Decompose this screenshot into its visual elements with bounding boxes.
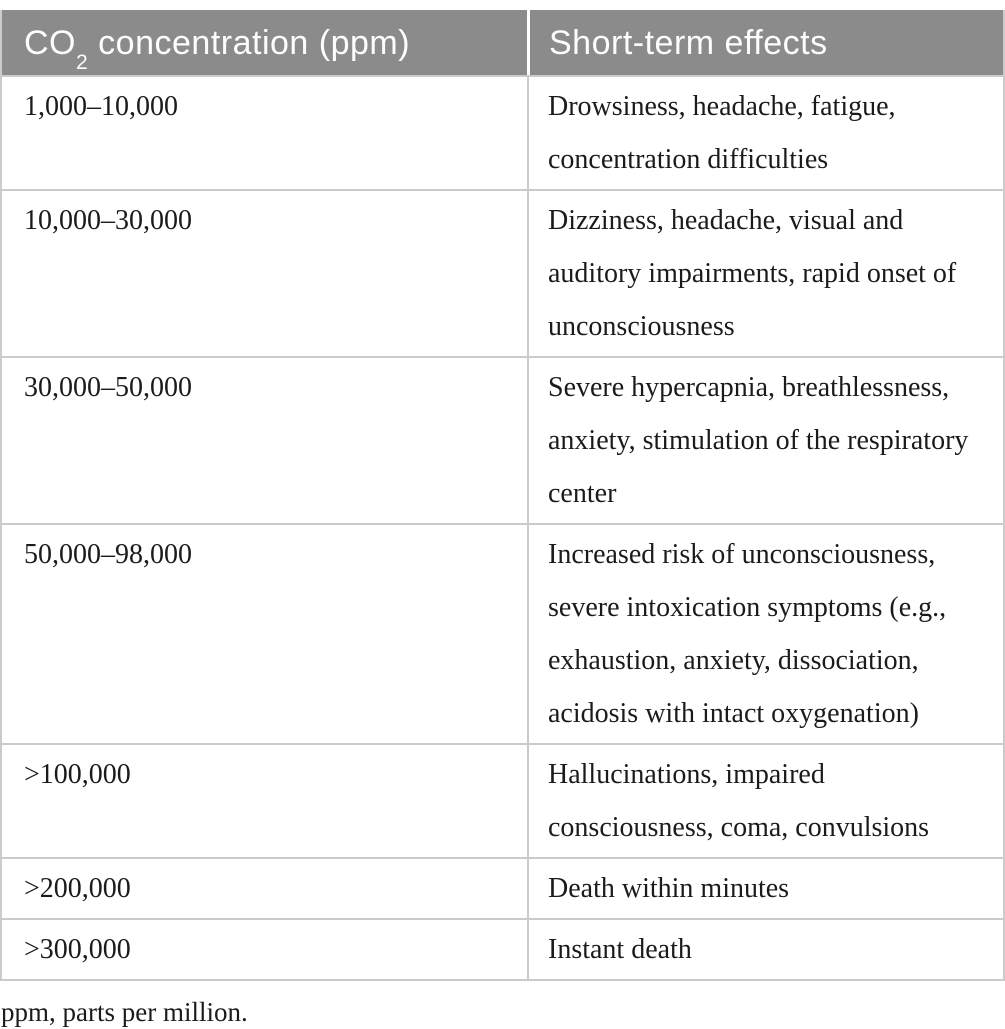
effects-cell: Hallucinations, impaired consciousness, … xyxy=(527,745,1003,857)
header-cell-effects: Short-term effects xyxy=(527,10,1003,75)
co2-subscript: 2 xyxy=(76,51,89,75)
table-row: 30,000–50,000 Severe hypercapnia, breath… xyxy=(2,356,1003,523)
concentration-cell: 50,000–98,000 xyxy=(24,539,192,570)
concentration-cell: >300,000 xyxy=(24,934,131,965)
table-row: >200,000 Death within minutes xyxy=(2,857,1003,918)
table-row: 10,000–30,000 Dizziness, headache, visua… xyxy=(2,189,1003,356)
header-effects-label: Short-term effects xyxy=(549,23,828,62)
concentration-cell: 10,000–30,000 xyxy=(24,205,192,236)
effects-cell: Dizziness, headache, visual and auditory… xyxy=(527,191,1003,356)
table-footnote: ppm, parts per million. xyxy=(1,997,248,1027)
table-header-row: CO2 concentration (ppm) Short-term effec… xyxy=(2,10,1003,75)
table-row: 1,000–10,000 Drowsiness, headache, fatig… xyxy=(2,75,1003,189)
concentration-cell: 1,000–10,000 xyxy=(24,91,178,122)
effects-cell: Death within minutes xyxy=(527,859,1003,918)
header-cell-concentration: CO2 concentration (ppm) xyxy=(2,10,527,75)
effects-cell: Increased risk of unconsciousness, sever… xyxy=(527,525,1003,743)
table-row: 50,000–98,000 Increased risk of unconsci… xyxy=(2,523,1003,743)
concentration-cell: >200,000 xyxy=(24,873,131,904)
co2-effects-table: CO2 concentration (ppm) Short-term effec… xyxy=(0,10,1005,981)
concentration-cell: >100,000 xyxy=(24,759,131,790)
table-row: >100,000 Hallucinations, impaired consci… xyxy=(2,743,1003,857)
effects-cell: Severe hypercapnia, breathlessness, anxi… xyxy=(527,358,1003,523)
concentration-cell: 30,000–50,000 xyxy=(24,372,192,403)
effects-cell: Drowsiness, headache, fatigue, concentra… xyxy=(527,77,1003,189)
header-concentration-label: CO2 concentration (ppm) xyxy=(24,23,411,75)
table-row: >300,000 Instant death xyxy=(2,918,1003,979)
effects-cell: Instant death xyxy=(527,920,1003,979)
